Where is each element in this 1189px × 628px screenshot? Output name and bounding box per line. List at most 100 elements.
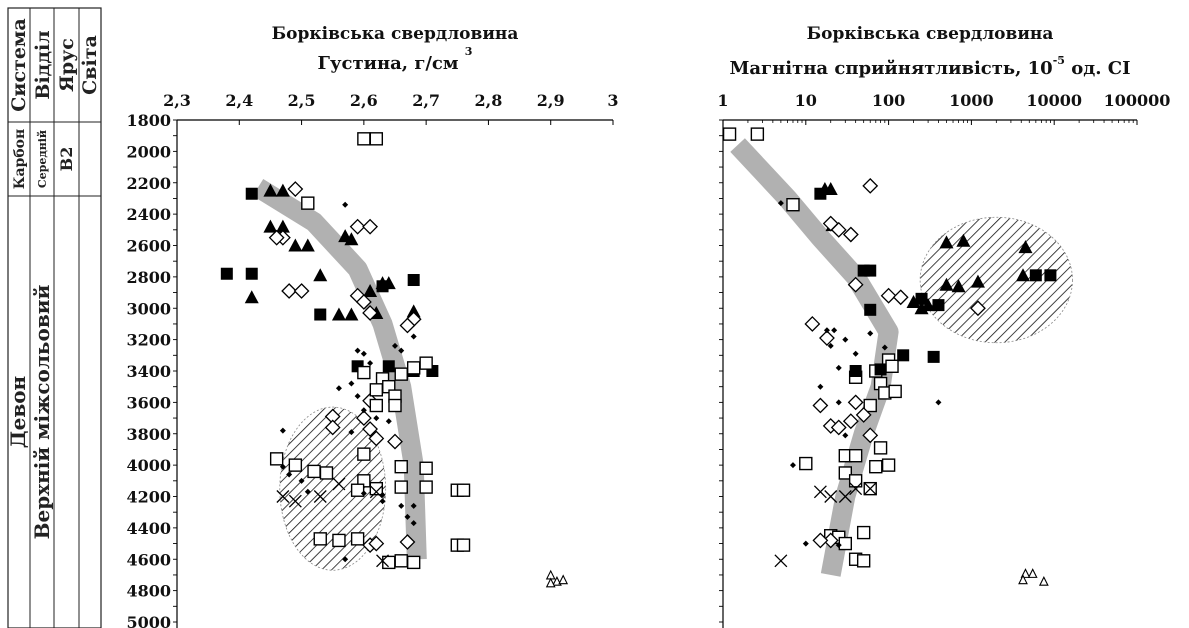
data-point-small-dot: [398, 502, 405, 509]
data-point-open-square: [419, 461, 433, 475]
stage-b2: В2: [57, 147, 76, 172]
data-point-filled-triangle: [263, 183, 278, 197]
data-point-open-square: [319, 466, 334, 480]
data-point-open-diamond: [293, 283, 310, 299]
data-point-cross: [838, 490, 852, 503]
data-point-small-dot: [398, 347, 405, 354]
data-point-small-dot: [354, 393, 361, 400]
data-point-open-diamond: [387, 433, 403, 450]
x-tick-label: 2,5: [288, 91, 316, 110]
chart-title: Борківська свердловина: [272, 24, 519, 44]
data-point-open-diamond: [281, 283, 298, 299]
data-point-cross: [824, 490, 838, 503]
data-point-open-square: [786, 198, 800, 212]
hatched-region: [919, 216, 1073, 344]
data-point-open-diamond: [880, 287, 897, 304]
data-point-cross: [774, 554, 788, 568]
data-point-cross: [276, 490, 290, 503]
data-point-open-diamond: [812, 532, 829, 549]
data-point-open-square: [357, 447, 371, 461]
x-tick-label: 2,6: [350, 91, 378, 110]
data-point-small-dot: [360, 407, 367, 414]
data-point-small-dot: [342, 201, 349, 208]
x-tick-label: 2,4: [225, 91, 253, 110]
data-point-cross: [863, 482, 877, 496]
data-point-small-dot: [348, 429, 355, 436]
x-tick-label: 2,3: [163, 91, 191, 110]
data-point-small-dot: [298, 477, 305, 484]
trend-band: [252, 178, 427, 560]
data-point-filled-triangle: [363, 283, 378, 297]
data-point-open-diamond: [822, 532, 839, 549]
data-point-filled-triangle: [406, 304, 421, 318]
data-point-filled-triangle: [914, 301, 929, 315]
data-point-filled-triangle: [338, 229, 353, 243]
data-point-open-diamond: [804, 316, 821, 332]
x-tick-label: 1: [717, 91, 728, 110]
data-point-open-square: [885, 359, 899, 373]
y-tick-label: 2800: [126, 268, 171, 287]
x-tick-label: 100: [872, 91, 905, 110]
data-point-open-square: [288, 458, 303, 472]
data-point-filled-triangle: [956, 233, 971, 247]
division-middle: Середній: [36, 130, 49, 188]
data-point-filled-square: [849, 365, 862, 377]
data-point-small-dot: [777, 200, 784, 207]
data-point-open-square: [419, 480, 433, 494]
data-point-filled-square: [874, 363, 887, 376]
data-point-open-diamond: [812, 397, 829, 414]
data-point-cross: [288, 494, 302, 508]
data-point-filled-triangle: [244, 290, 259, 304]
data-point-open-square: [369, 398, 384, 413]
data-point-open-square: [394, 554, 408, 568]
data-point-small-dot: [789, 462, 796, 469]
data-point-open-square: [406, 555, 421, 570]
header-division: Відділ: [32, 30, 54, 99]
data-point-filled-triangle: [300, 238, 315, 252]
data-point-open-diamond: [355, 294, 372, 310]
data-point-filled-square: [314, 308, 327, 321]
system-devon: Девон: [6, 376, 30, 448]
data-point-cross: [369, 485, 383, 499]
data-point-small-dot: [335, 385, 342, 392]
data-point-small-dot: [367, 360, 374, 367]
data-point-open-diamond: [842, 413, 859, 430]
stratigraphy-column: Система Відділ Ярус Світа Карбон Середні…: [6, 7, 102, 628]
data-point-filled-triangle: [1016, 268, 1031, 282]
data-point-open-triangle: [1027, 568, 1038, 578]
data-point-small-dot: [831, 327, 838, 334]
data-point-filled-square: [915, 292, 928, 305]
data-point-open-diamond: [362, 218, 379, 235]
x-tick-label: 3: [607, 91, 618, 110]
data-point-open-square: [332, 533, 346, 548]
data-point-filled-triangle: [939, 277, 954, 291]
data-point-open-diamond: [399, 534, 416, 550]
data-point-open-square: [394, 459, 408, 474]
x-tick-label: 100000: [1104, 91, 1171, 110]
data-point-filled-square: [932, 299, 945, 312]
data-point-open-square: [799, 456, 813, 471]
data-point-open-diamond: [847, 276, 864, 293]
y-tick-label: 4200: [126, 488, 171, 507]
data-point-open-triangle: [1038, 575, 1049, 586]
division-upper-intersalt: Верхній міжсольовий: [30, 284, 54, 539]
y-tick-label: 4000: [126, 456, 171, 475]
data-point-open-diamond: [855, 407, 872, 423]
data-point-open-square: [722, 127, 737, 141]
data-point-filled-square: [1044, 269, 1057, 282]
data-point-filled-triangle: [344, 307, 359, 321]
data-point-open-square: [881, 458, 896, 472]
data-point-small-dot: [360, 490, 367, 497]
x-tick-label: 1000: [949, 91, 994, 110]
header-formation: Світа: [79, 35, 101, 95]
data-point-small-dot: [410, 333, 417, 340]
data-point-small-dot: [802, 540, 809, 547]
data-point-open-triangle: [1020, 568, 1031, 578]
data-point-small-dot: [279, 427, 286, 434]
data-point-filled-square: [245, 267, 258, 280]
data-point-small-dot: [835, 542, 842, 549]
data-point-small-dot: [379, 498, 386, 505]
data-point-filled-square: [897, 349, 910, 362]
data-point-filled-triangle: [381, 276, 396, 290]
data-point-open-square: [750, 127, 765, 141]
